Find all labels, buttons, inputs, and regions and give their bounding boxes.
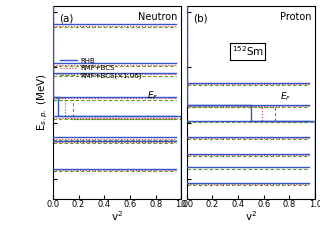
Text: Proton: Proton	[280, 12, 311, 22]
Text: Neutron: Neutron	[138, 12, 178, 22]
Text: $E_F$: $E_F$	[147, 89, 158, 101]
Legend: RHB, RMF+BCS, RMF+BCS(×1.06): RHB, RMF+BCS, RMF+BCS(×1.06)	[60, 58, 142, 79]
Y-axis label: E$_{s.p.}$ (MeV): E$_{s.p.}$ (MeV)	[36, 74, 50, 131]
X-axis label: v$^2$: v$^2$	[111, 209, 123, 223]
X-axis label: v$^2$: v$^2$	[245, 209, 257, 223]
Text: (b): (b)	[193, 14, 208, 24]
Text: $E_F$: $E_F$	[280, 90, 292, 103]
Text: $^{152}$Sm: $^{152}$Sm	[232, 45, 264, 58]
Text: (a): (a)	[59, 14, 74, 24]
